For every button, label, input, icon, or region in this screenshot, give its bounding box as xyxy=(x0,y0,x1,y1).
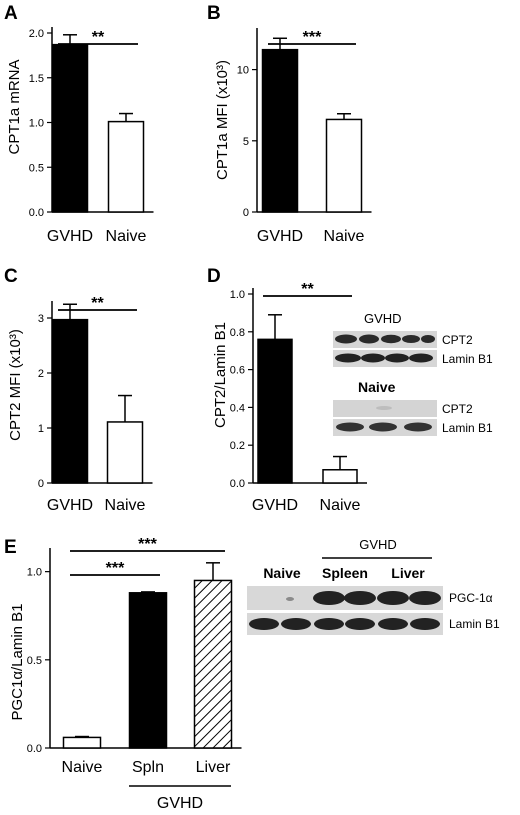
panel-a: A CPT1a mRNA 0.0 0.5 1.0 1.5 2.0 ** GVHD Naiv… xyxy=(4,3,154,245)
panel-e-significance-label-0: *** xyxy=(106,560,125,577)
panel-e-blot-row-2: Lamin B1 xyxy=(449,617,500,631)
blot-bands-pgc1a xyxy=(286,591,441,605)
panel-c-letter: C xyxy=(4,266,18,287)
panel-a-y-tick-label-3: 1.5 xyxy=(29,73,44,85)
panel-c-significance-label-0: ** xyxy=(91,295,104,312)
panel-e-significance-label-1: *** xyxy=(138,536,157,553)
panel-d-blot-gvhd-row-2: Lamin B1 xyxy=(442,352,493,366)
panel-e-blot-lane-liver: Liver xyxy=(391,565,425,581)
panel-d-x-category-0: GVHD xyxy=(252,497,298,514)
panel-e-x-category-2: Liver xyxy=(196,759,231,776)
panel-e-y-tick-label-0: 0.0 xyxy=(27,743,42,755)
panel-c-bar-1 xyxy=(106,421,144,484)
panel-e-blot-super-label: GVHD xyxy=(359,537,397,552)
panel-d-y-axis-title: CPT2/Lamin B1 xyxy=(212,322,229,428)
panel-b-y-tick-label-2: 10 xyxy=(237,65,249,77)
panel-a-y-tick-label-1: 0.5 xyxy=(29,162,44,174)
blot-bands-naive-cpt2 xyxy=(376,406,392,410)
panel-e-blot-lane-naive: Naive xyxy=(263,565,301,581)
blot-bands-gvhd-cpt2 xyxy=(335,334,435,344)
panel-e-gvhd-group-label: GVHD xyxy=(157,795,203,812)
panel-b-x-category-0: GVHD xyxy=(257,228,303,245)
panel-b-bar-1 xyxy=(325,118,363,213)
panel-d-blot-naive-row-2: Lamin B1 xyxy=(442,421,493,435)
panel-c-bar-0 xyxy=(51,318,89,484)
panel-c-y-tick-label-2: 2 xyxy=(38,368,44,380)
panel-d-y-tick-label-3: 0.6 xyxy=(230,365,245,377)
panel-a-bar-1 xyxy=(107,120,145,213)
panel-e-bar-1 xyxy=(128,592,168,749)
panel-e-bar-0 xyxy=(62,736,102,749)
panel-a-x-category-0: GVHD xyxy=(47,228,93,245)
panel-c-y-tick-label-0: 0 xyxy=(38,478,44,490)
panel-a-x-category-1: Naive xyxy=(106,228,147,245)
panel-c-x-category-0: GVHD xyxy=(47,497,93,514)
panel-a-y-tick-label-4: 2.0 xyxy=(29,28,44,40)
panel-e-y-axis-title: PGC1α/Lamin B1 xyxy=(9,603,26,720)
panel-b-y-tick-label-0: 0 xyxy=(243,207,249,219)
panel-d-bar-0 xyxy=(257,338,293,484)
panel-e-x-category-0: Naive xyxy=(62,759,103,776)
panel-e-y-tick-label-2: 1.0 xyxy=(27,567,42,579)
blot-bands-gvhd-lamin xyxy=(335,353,433,363)
panel-c-y-axis-title: CPT2 MFI (x10³) xyxy=(7,329,24,441)
panel-a-y-tick-label-0: 0.0 xyxy=(29,207,44,219)
panel-d-letter: D xyxy=(207,266,221,287)
panel-c-y-tick-label-1: 1 xyxy=(38,423,44,435)
panel-d-blot-gvhd-label: GVHD xyxy=(364,311,402,326)
panel-d-y-tick-label-1: 0.2 xyxy=(230,440,245,452)
panel-d-y-tick-label-0: 0.0 xyxy=(230,478,245,490)
blot-bands-lamin xyxy=(249,618,440,630)
panel-c-x-category-1: Naive xyxy=(105,497,146,514)
panel-d: D CPT2/Lamin B1 0.0 0.2 0.4 0.6 0.8 1.0 ** GV… xyxy=(207,266,493,514)
panel-b-x-category-1: Naive xyxy=(324,228,365,245)
panel-b-significance-label-0: *** xyxy=(303,29,322,46)
panel-d-significance-label-0: ** xyxy=(301,281,314,298)
panel-e-letter: E xyxy=(4,537,17,558)
panel-a-y-tick-label-2: 1.0 xyxy=(29,118,44,130)
panel-d-bar-1 xyxy=(322,469,358,484)
panel-b-letter: B xyxy=(207,3,221,24)
panel-b-y-tick-label-1: 5 xyxy=(243,136,249,148)
panel-b-bar-0 xyxy=(261,48,299,213)
panel-d-blot-naive-row-1: CPT2 xyxy=(442,402,473,416)
panel-d-blot-gvhd-row-1: CPT2 xyxy=(442,333,473,347)
panel-b: B CPT1a MFI (x10³) 0 5 10 *** GVHD Naive xyxy=(207,3,372,245)
panel-e-blot: GVHD Naive Spleen Liver PGC-1α xyxy=(247,537,500,635)
panel-a-bar-0 xyxy=(51,43,89,213)
panel-a-y-axis-title: CPT1a mRNA xyxy=(6,59,23,154)
panel-d-y-tick-label-4: 0.8 xyxy=(230,327,245,339)
panel-d-y-tick-label-2: 0.4 xyxy=(230,402,245,414)
panel-e-x-category-1: Spln xyxy=(132,759,164,776)
panel-d-blot-naive-label: Naive xyxy=(358,379,396,395)
panel-d-blot: GVHD CPT2 Lamin B1 Naive CPT2 xyxy=(333,311,493,436)
blot-bands-naive-lamin xyxy=(336,422,432,432)
panel-e-blot-row-1: PGC-1α xyxy=(449,591,493,605)
panel-b-y-axis-title: CPT1a MFI (x10³) xyxy=(214,60,231,180)
panel-e-blot-lane-spleen: Spleen xyxy=(322,565,368,581)
panel-e: E PGC1α/Lamin B1 0.0 0.5 1.0 *** *** Naive S… xyxy=(4,536,500,812)
panel-e-y-tick-label-1: 0.5 xyxy=(27,655,42,667)
blot-strip-gvhd-lamin xyxy=(333,350,437,367)
panel-a-letter: A xyxy=(4,3,18,24)
panel-d-x-category-1: Naive xyxy=(320,497,361,514)
panel-a-significance-label-0: ** xyxy=(92,29,105,46)
panel-d-y-tick-label-5: 1.0 xyxy=(230,289,245,301)
panel-e-bar-2 xyxy=(193,579,233,749)
panel-c-y-tick-label-3: 3 xyxy=(38,313,44,325)
panel-c: C CPT2 MFI (x10³) 0 1 2 3 ** GVHD Naive xyxy=(4,266,153,514)
